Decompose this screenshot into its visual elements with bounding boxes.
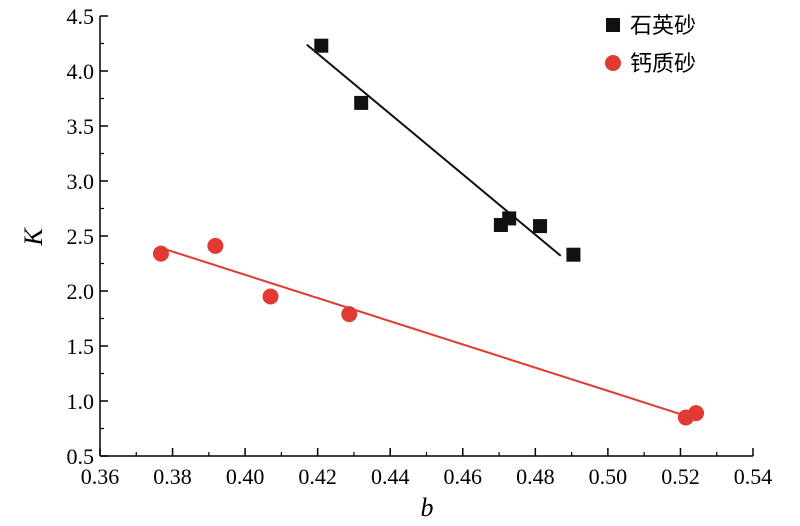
fit-lines [161, 43, 689, 418]
x-tick-label: 0.40 [226, 464, 265, 489]
data-point-circle [207, 237, 224, 254]
fit-line-2 [161, 247, 689, 418]
data-point-square [354, 95, 369, 110]
y-tick-label: 1.0 [67, 389, 95, 414]
fit-line-1 [306, 43, 562, 257]
y-tick-label: 2.5 [67, 224, 95, 249]
y-tick-label: 4.0 [67, 59, 95, 84]
y-axis-title: K [19, 227, 48, 247]
x-tick-label: 0.48 [516, 464, 555, 489]
data-point-square [502, 211, 517, 226]
x-axis-title: b [421, 493, 434, 522]
y-tick-label: 3.5 [67, 114, 95, 139]
legend-label: 钙质砂 [630, 52, 696, 77]
data-point-circle [262, 288, 279, 305]
data-points [152, 38, 705, 426]
y-tick-label: 2.0 [67, 279, 95, 304]
x-tick-label: 0.44 [371, 464, 410, 489]
x-tick-label: 0.36 [81, 464, 120, 489]
data-point-square [533, 219, 548, 234]
y-tick-label: 1.5 [67, 334, 95, 359]
x-tick-label: 0.38 [153, 464, 192, 489]
data-point-circle [688, 405, 705, 422]
y-tick-label: 3.0 [67, 169, 95, 194]
x-tick-label: 0.42 [298, 464, 337, 489]
y-tick-label: 4.5 [67, 4, 95, 29]
x-tick-label: 0.50 [589, 464, 628, 489]
x-tick-label: 0.52 [661, 464, 700, 489]
legend-marker-square [606, 18, 620, 32]
data-point-square [314, 38, 329, 53]
axes: 0.36 0.38 0.40 0.42 0.44 0.46 0.48 0.50 0.52 0.54… [67, 4, 773, 489]
data-point-circle [341, 306, 358, 323]
data-point-circle [152, 245, 169, 262]
legend-marker-circle [605, 55, 621, 71]
y-tick-label: 0.5 [67, 444, 95, 469]
data-point-square [566, 247, 581, 262]
legend-label: 石英砂 [630, 14, 696, 39]
x-tick-label: 0.54 [734, 464, 773, 489]
x-tick-label: 0.46 [444, 464, 483, 489]
